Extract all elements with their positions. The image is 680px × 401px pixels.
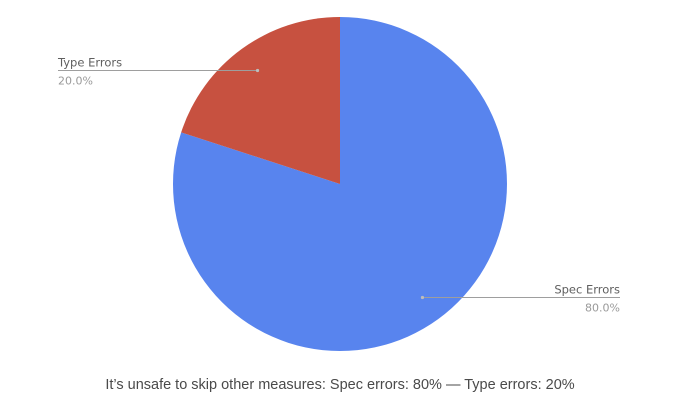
leader-lines <box>58 68 620 300</box>
slice-label-name: Type Errors <box>57 56 122 70</box>
slice-label-name: Spec Errors <box>554 282 620 296</box>
pie-slice-spec-errors <box>172 17 507 351</box>
chart-caption: It’s unsafe to skip other measures: Spec… <box>105 377 575 393</box>
slice-label-percent: 80.0% <box>585 301 620 314</box>
pie-slices <box>172 16 507 351</box>
slice-labels: Spec Errors 80.0% Type Errors 20.0% <box>57 56 620 315</box>
pie-chart: Spec Errors 80.0% Type Errors 20.0% <box>57 16 620 351</box>
leader-anchor-dot <box>255 68 260 73</box>
pie-slice-type-errors <box>181 16 340 184</box>
slice-label-percent: 20.0% <box>58 75 93 88</box>
leader-anchor-dot <box>420 295 425 300</box>
